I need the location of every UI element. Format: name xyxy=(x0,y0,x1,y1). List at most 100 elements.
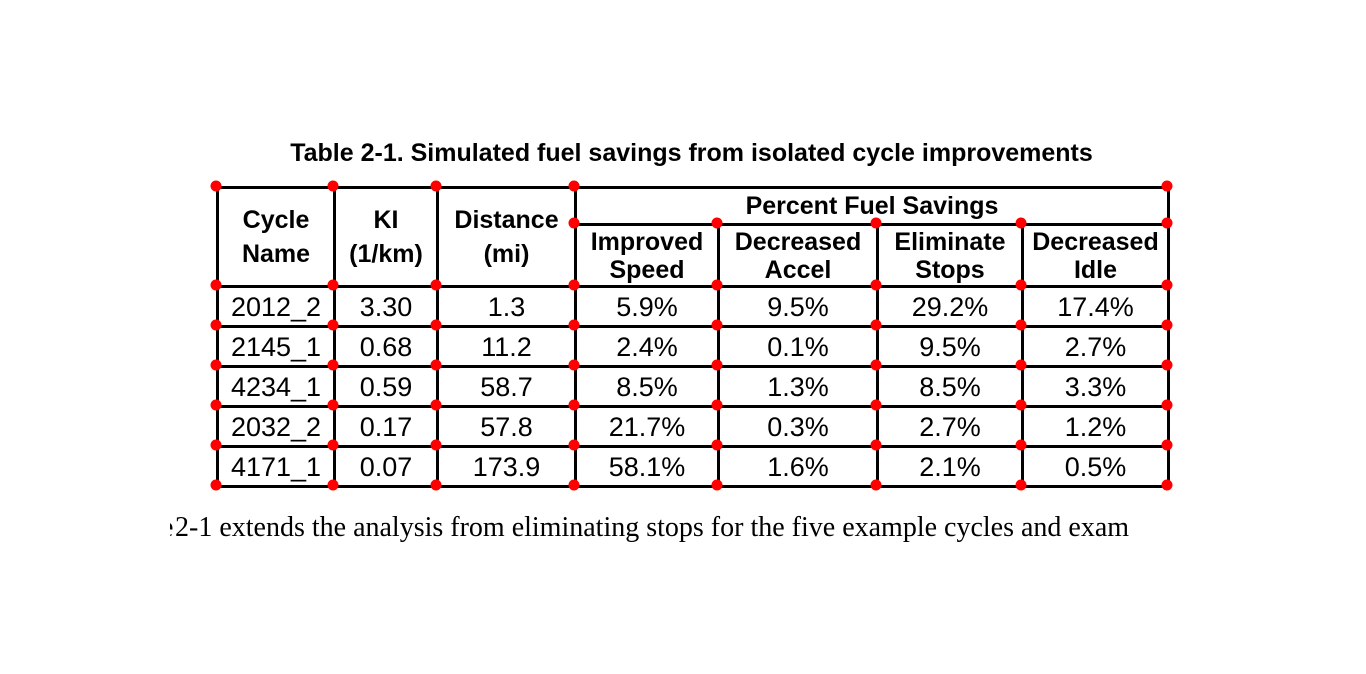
grid-intersection-dot xyxy=(1015,439,1027,451)
grid-intersection-dot xyxy=(327,439,339,451)
header-cycle-name-line1: Cycle xyxy=(242,206,310,234)
header-distance: Distance (mi) xyxy=(436,186,577,288)
grid-intersection-dot xyxy=(430,279,442,291)
header-row-group: Cycle Name KI (1/km) Distance (mi) Perce… xyxy=(216,186,1170,288)
table-row: 2145_1 0.68 11.2 2.4% 0.1% 9.5% 2.7% xyxy=(216,325,1170,368)
cell-ki: 0.59 xyxy=(333,365,439,408)
grid-intersection-dot xyxy=(210,439,222,451)
grid-intersection-dot xyxy=(711,217,723,229)
grid-intersection-dot xyxy=(1015,217,1027,229)
grid-intersection-dot xyxy=(210,180,222,192)
grid-intersection-dot xyxy=(568,479,580,491)
grid-intersection-dot xyxy=(210,319,222,331)
header-distance-line2: (mi) xyxy=(483,240,530,268)
cell-eliminate-stops: 8.5% xyxy=(876,365,1024,408)
cell-decreased-idle: 0.5% xyxy=(1021,445,1170,488)
grid-intersection-dot xyxy=(327,479,339,491)
cell-cycle-name: 2145_1 xyxy=(216,325,336,368)
header-distance-line1: Distance xyxy=(454,206,559,234)
cell-eliminate-stops: 2.1% xyxy=(876,445,1024,488)
grid-intersection-dot xyxy=(327,399,339,411)
grid-intersection-dot xyxy=(1015,319,1027,331)
grid-intersection-dot xyxy=(568,359,580,371)
table-row: 2012_2 3.30 1.3 5.9% 9.5% 29.2% 17.4% xyxy=(216,285,1170,328)
grid-intersection-dot xyxy=(430,180,442,192)
header-decreased-idle-line1: Decreased xyxy=(1032,227,1159,256)
cell-decreased-accel: 0.1% xyxy=(717,325,879,368)
cell-improved-speed: 2.4% xyxy=(574,325,720,368)
body-paragraph-text: 2-1 extends the analysis from eliminatin… xyxy=(175,512,1130,543)
cell-decreased-idle: 1.2% xyxy=(1021,405,1170,448)
cell-distance: 11.2 xyxy=(436,325,577,368)
grid-intersection-dot xyxy=(870,399,882,411)
grid-intersection-dot xyxy=(568,279,580,291)
header-improved-speed: Improved Speed xyxy=(574,223,720,288)
header-row-sub: Improved Speed Decreased Accel Eliminate… xyxy=(218,223,1170,288)
cell-ki: 0.17 xyxy=(333,405,439,448)
fuel-savings-table: Cycle Name KI (1/km) Distance (mi) Perce… xyxy=(216,186,1170,488)
header-decreased-accel-line1: Decreased xyxy=(734,227,862,256)
header-cycle-name-line2: Name xyxy=(241,240,311,268)
cell-cycle-name: 2032_2 xyxy=(216,405,336,448)
clipped-leading-char: e xyxy=(170,512,175,544)
header-ki-line2: (1/km) xyxy=(349,240,423,268)
grid-intersection-dot xyxy=(327,359,339,371)
grid-intersection-dot xyxy=(210,359,222,371)
header-improved-speed-line1: Improved xyxy=(590,227,704,256)
grid-intersection-dot xyxy=(1015,279,1027,291)
header-ki-line1: KI xyxy=(373,206,399,234)
cell-decreased-idle: 17.4% xyxy=(1021,285,1170,328)
grid-intersection-dot xyxy=(1161,399,1173,411)
cell-ki: 3.30 xyxy=(333,285,439,328)
grid-intersection-dot xyxy=(430,359,442,371)
grid-intersection-dot xyxy=(1015,359,1027,371)
cell-cycle-name: 2012_2 xyxy=(216,285,336,328)
grid-intersection-dot xyxy=(870,479,882,491)
table-row: 4171_1 0.07 173.9 58.1% 1.6% 2.1% 0.5% xyxy=(216,445,1170,488)
cell-cycle-name: 4171_1 xyxy=(216,445,336,488)
grid-intersection-dot xyxy=(430,399,442,411)
cell-improved-speed: 21.7% xyxy=(574,405,720,448)
grid-intersection-dot xyxy=(1015,479,1027,491)
grid-intersection-dot xyxy=(711,359,723,371)
grid-intersection-dot xyxy=(568,180,580,192)
grid-intersection-dot xyxy=(711,399,723,411)
grid-intersection-dot xyxy=(870,319,882,331)
grid-intersection-dot xyxy=(327,180,339,192)
grid-intersection-dot xyxy=(1161,319,1173,331)
cell-eliminate-stops: 2.7% xyxy=(876,405,1024,448)
cell-improved-speed: 8.5% xyxy=(574,365,720,408)
header-eliminate-stops-line1: Eliminate xyxy=(894,227,1006,256)
grid-intersection-dot xyxy=(1161,180,1173,192)
header-decreased-idle: Decreased Idle xyxy=(1021,223,1170,288)
cell-ki: 0.07 xyxy=(333,445,439,488)
cell-eliminate-stops: 29.2% xyxy=(876,285,1024,328)
grid-intersection-dot xyxy=(870,439,882,451)
cell-distance: 173.9 xyxy=(436,445,577,488)
grid-intersection-dot xyxy=(568,399,580,411)
grid-intersection-dot xyxy=(1161,439,1173,451)
cell-ki: 0.68 xyxy=(333,325,439,368)
cell-decreased-accel: 0.3% xyxy=(717,405,879,448)
grid-intersection-dot xyxy=(870,217,882,229)
cell-decreased-idle: 3.3% xyxy=(1021,365,1170,408)
grid-intersection-dot xyxy=(1161,279,1173,291)
cell-improved-speed: 5.9% xyxy=(574,285,720,328)
cell-cycle-name: 4234_1 xyxy=(216,365,336,408)
grid-intersection-dot xyxy=(430,319,442,331)
grid-intersection-dot xyxy=(1161,479,1173,491)
table-caption: Table 2-1. Simulated fuel savings from i… xyxy=(290,139,1093,167)
grid-intersection-dot xyxy=(1015,399,1027,411)
grid-intersection-dot xyxy=(711,319,723,331)
grid-intersection-dot xyxy=(711,479,723,491)
grid-intersection-dot xyxy=(568,319,580,331)
cell-decreased-accel: 1.6% xyxy=(717,445,879,488)
grid-intersection-dot xyxy=(1161,217,1173,229)
grid-intersection-dot xyxy=(430,479,442,491)
grid-intersection-dot xyxy=(711,439,723,451)
grid-intersection-dot xyxy=(568,439,580,451)
body-paragraph-fragment: e2-1 extends the analysis from eliminati… xyxy=(170,512,1129,544)
grid-intersection-dot xyxy=(210,479,222,491)
table-row: 2032_2 0.17 57.8 21.7% 0.3% 2.7% 1.2% xyxy=(216,405,1170,448)
